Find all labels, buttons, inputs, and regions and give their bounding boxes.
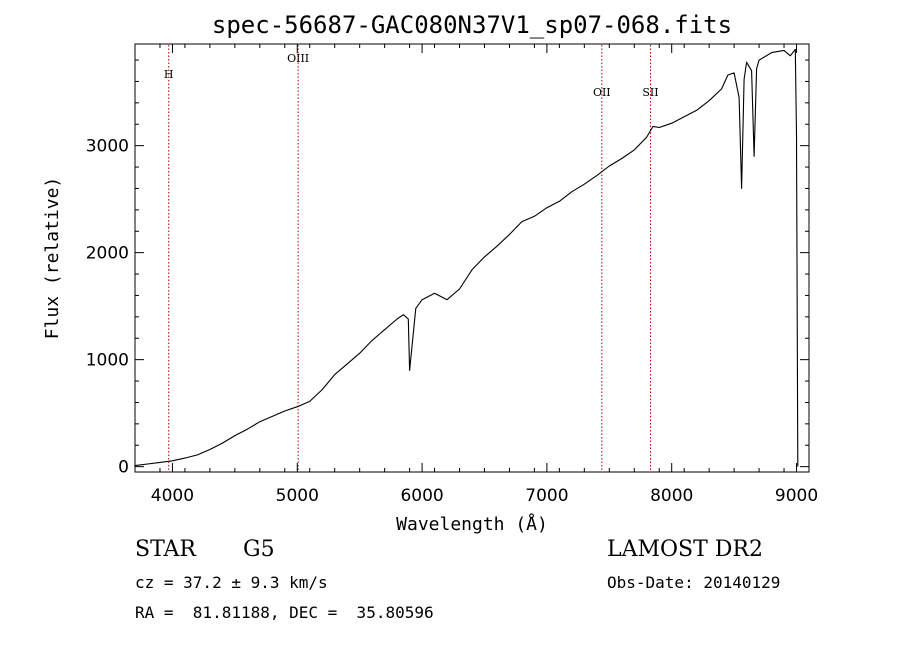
- obs-date: Obs-Date: 20140129: [607, 573, 781, 592]
- line-label-oii: OII: [593, 86, 611, 99]
- class-label: STAR: [135, 537, 196, 562]
- y-tick-label: 2000: [86, 244, 129, 264]
- x-tick-label: 4000: [151, 486, 194, 506]
- ra-dec-coordinates: RA = 81.81188, DEC = 35.80596: [135, 603, 434, 622]
- line-label-sii: SII: [642, 86, 658, 99]
- chart-title: spec-56687-GAC080N37V1_sp07-068.fits: [212, 11, 732, 39]
- cz-value: cz = 37.2 ± 9.3 km/s: [135, 573, 328, 592]
- y-tick-label: 1000: [86, 351, 129, 371]
- y-tick-label: 3000: [86, 137, 129, 157]
- x-tick-label: 7000: [525, 486, 568, 506]
- x-tick-label: 8000: [650, 486, 693, 506]
- x-axis-label: Wavelength (Å): [396, 513, 548, 535]
- subclass-label: G5: [243, 537, 275, 562]
- line-label-oiii: OIII: [287, 52, 309, 65]
- x-tick-label: 5000: [276, 486, 319, 506]
- x-tick-label: 9000: [775, 486, 818, 506]
- spectrum-line: [134, 48, 799, 467]
- survey-label: LAMOST DR2: [607, 537, 763, 562]
- plot-frame: [134, 43, 810, 473]
- y-axis-label: Flux (relative): [42, 177, 63, 340]
- y-tick-label: 0: [118, 458, 129, 478]
- line-label-h: H: [164, 68, 174, 81]
- x-tick-label: 6000: [400, 486, 443, 506]
